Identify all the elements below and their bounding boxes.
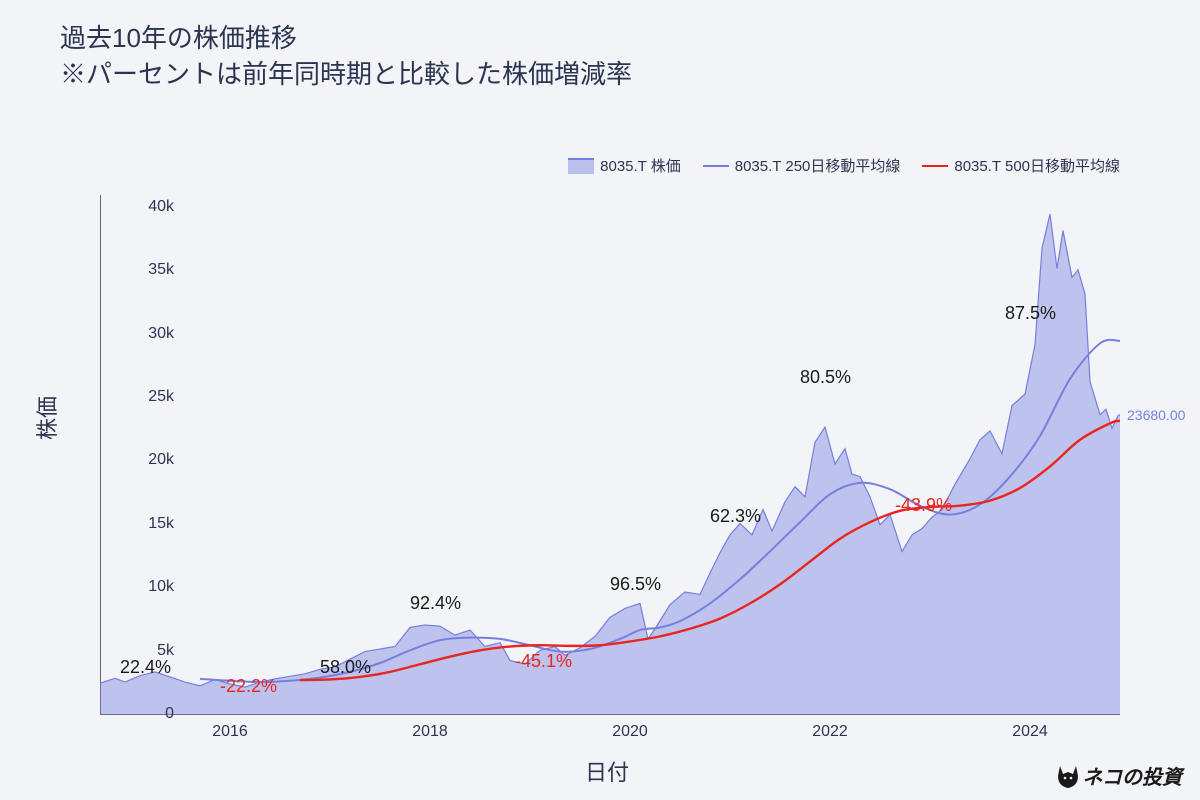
y-tick-label: 35k xyxy=(104,261,174,279)
x-tick-label: 2018 xyxy=(412,723,448,741)
title-line-2: ※パーセントは前年同時期と比較した株価増減率 xyxy=(60,56,632,92)
annotation-label: 87.5% xyxy=(1005,303,1056,324)
annotation-label: 80.5% xyxy=(800,367,851,388)
annotation-label: 58.0% xyxy=(320,657,371,678)
y-tick-label: 20k xyxy=(104,451,174,469)
legend-swatch-area-icon xyxy=(568,158,594,174)
end-price-label: 23680.00 xyxy=(1127,407,1185,423)
watermark-text: ネコの投資 xyxy=(1082,761,1182,790)
y-tick-label: 25k xyxy=(104,388,174,406)
annotation-label: -45.1% xyxy=(515,651,572,672)
legend-item-ma250: 8035.T 250日移動平均線 xyxy=(703,155,901,176)
annotation-label: -22.2% xyxy=(220,676,277,697)
chart-svg xyxy=(100,195,1120,715)
legend-item-price: 8035.T 株価 xyxy=(568,155,681,176)
annotation-label: 62.3% xyxy=(710,506,761,527)
annotation-label: 92.4% xyxy=(410,593,461,614)
chart-plot-area xyxy=(100,195,1120,715)
x-tick-label: 2016 xyxy=(212,723,248,741)
legend-swatch-red-icon xyxy=(922,165,948,167)
legend-label-ma500: 8035.T 500日移動平均線 xyxy=(954,155,1120,176)
legend-label-ma250: 8035.T 250日移動平均線 xyxy=(735,155,901,176)
chart-title: 過去10年の株価推移 ※パーセントは前年同時期と比較した株価増減率 xyxy=(60,20,632,93)
legend: 8035.T 株価 8035.T 250日移動平均線 8035.T 500日移動… xyxy=(568,155,1120,176)
legend-label-price: 8035.T 株価 xyxy=(600,155,681,176)
legend-item-ma500: 8035.T 500日移動平均線 xyxy=(922,155,1120,176)
y-tick-label: 10k xyxy=(104,578,174,596)
annotation-label: -43.9% xyxy=(895,495,952,516)
x-tick-label: 2020 xyxy=(612,723,648,741)
watermark: ネコの投資 xyxy=(1054,761,1182,790)
y-tick-label: 30k xyxy=(104,325,174,343)
cat-icon xyxy=(1054,764,1082,790)
y-tick-label: 0 xyxy=(104,705,174,723)
x-tick-label: 2024 xyxy=(1012,723,1048,741)
y-tick-label: 15k xyxy=(104,515,174,533)
title-line-1: 過去10年の株価推移 xyxy=(60,20,632,56)
y-axis-title: 株価 xyxy=(30,396,62,440)
annotation-label: 22.4% xyxy=(120,657,171,678)
y-tick-label: 40k xyxy=(104,198,174,216)
x-tick-label: 2022 xyxy=(812,723,848,741)
legend-swatch-line-icon xyxy=(703,165,729,167)
x-axis-title: 日付 xyxy=(585,755,629,787)
annotation-label: 96.5% xyxy=(610,574,661,595)
